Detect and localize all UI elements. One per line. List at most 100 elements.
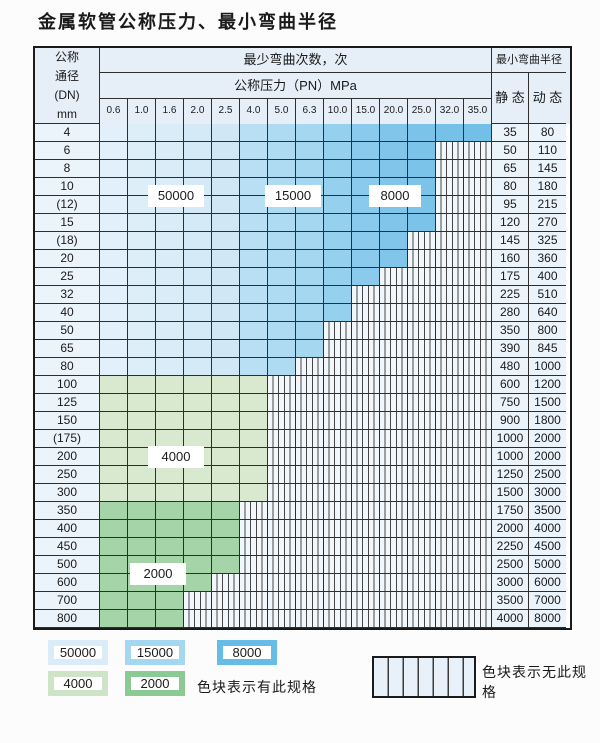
available-cell bbox=[212, 556, 240, 574]
unavailable-cell bbox=[408, 538, 436, 556]
dynamic-value-cell: 110 bbox=[529, 142, 566, 160]
unavailable-cell bbox=[240, 538, 268, 556]
available-cell bbox=[408, 124, 436, 142]
unavailable-cell bbox=[436, 214, 464, 232]
unavailable-cell bbox=[436, 340, 464, 358]
available-cell bbox=[296, 250, 324, 268]
available-cell bbox=[184, 286, 212, 304]
unavailable-cell bbox=[380, 268, 408, 286]
unavailable-cell bbox=[212, 610, 240, 628]
unavailable-cell bbox=[296, 520, 324, 538]
available-cell bbox=[128, 286, 156, 304]
unavailable-cell bbox=[324, 610, 352, 628]
unavailable-cell bbox=[464, 520, 492, 538]
available-cell bbox=[156, 610, 184, 628]
unavailable-cell bbox=[240, 502, 268, 520]
unavailable-cell bbox=[296, 394, 324, 412]
unavailable-cell bbox=[380, 322, 408, 340]
available-cell bbox=[156, 286, 184, 304]
unavailable-cell bbox=[464, 466, 492, 484]
static-value-cell: 1500 bbox=[492, 484, 529, 502]
available-cell bbox=[184, 520, 212, 538]
table-row: 6 50 110 bbox=[35, 142, 570, 160]
unavailable-cell bbox=[324, 394, 352, 412]
unavailable-cell bbox=[240, 556, 268, 574]
table-row: 600 3000 6000 bbox=[35, 574, 570, 592]
unavailable-cell bbox=[352, 574, 380, 592]
dynamic-value-cell: 145 bbox=[529, 160, 566, 178]
unavailable-cell bbox=[352, 322, 380, 340]
dynamic-value-cell: 270 bbox=[529, 214, 566, 232]
available-cell bbox=[212, 430, 240, 448]
available-cell bbox=[184, 304, 212, 322]
available-cell bbox=[212, 484, 240, 502]
table-row: (18) 145 325 bbox=[35, 232, 570, 250]
unavailable-cell bbox=[240, 592, 268, 610]
pressure-header-cell: 1.0 bbox=[128, 99, 156, 124]
unavailable-cell bbox=[436, 178, 464, 196]
available-cell bbox=[128, 358, 156, 376]
available-cell bbox=[156, 592, 184, 610]
unavailable-cell bbox=[184, 610, 212, 628]
available-cell bbox=[268, 160, 296, 178]
unavailable-cell bbox=[212, 574, 240, 592]
table-row: 100 600 1200 bbox=[35, 376, 570, 394]
unavailable-cell bbox=[380, 430, 408, 448]
unavailable-cell bbox=[268, 448, 296, 466]
dynamic-value-cell: 1000 bbox=[529, 358, 566, 376]
unavailable-cell bbox=[380, 610, 408, 628]
table-row: 15 120 270 bbox=[35, 214, 570, 232]
bend-cycles-header-group: 最少弯曲次数，次 公称压力（PN）MPa 0.6 1.0 1.6 2.0 2.5 4.0 5… bbox=[100, 48, 492, 124]
static-value-cell: 120 bbox=[492, 214, 529, 232]
cycle-count-label: 15000 bbox=[265, 185, 321, 207]
dn-cell: 400 bbox=[35, 520, 100, 538]
unavailable-cell bbox=[464, 232, 492, 250]
available-cell bbox=[380, 232, 408, 250]
available-cell bbox=[128, 394, 156, 412]
available-cell bbox=[212, 160, 240, 178]
available-cell bbox=[324, 250, 352, 268]
unavailable-cell bbox=[324, 430, 352, 448]
table-row: 20 160 360 bbox=[35, 250, 570, 268]
available-cell bbox=[184, 484, 212, 502]
static-value-cell: 2000 bbox=[492, 520, 529, 538]
unavailable-cell bbox=[464, 358, 492, 376]
unavailable-cell bbox=[324, 340, 352, 358]
available-cell bbox=[128, 538, 156, 556]
available-cell bbox=[156, 268, 184, 286]
min-radius-header: 最小弯曲半径 bbox=[492, 48, 566, 73]
table-row: 500 2500 5000 bbox=[35, 556, 570, 574]
unavailable-cell bbox=[352, 502, 380, 520]
unavailable-cell bbox=[464, 340, 492, 358]
unavailable-cell bbox=[436, 466, 464, 484]
available-cell bbox=[240, 358, 268, 376]
available-cell bbox=[128, 484, 156, 502]
unavailable-cell bbox=[436, 160, 464, 178]
unavailable-cell bbox=[436, 250, 464, 268]
available-cell bbox=[100, 394, 128, 412]
unavailable-cell bbox=[464, 322, 492, 340]
available-cell bbox=[184, 502, 212, 520]
unavailable-cell bbox=[352, 592, 380, 610]
pressure-header-cell: 15.0 bbox=[352, 99, 380, 124]
static-header: 静 态 bbox=[492, 73, 529, 124]
available-cell bbox=[268, 214, 296, 232]
dn-column-header: 公称 通径 (DN) mm bbox=[35, 48, 100, 124]
dynamic-value-cell: 215 bbox=[529, 196, 566, 214]
static-value-cell: 900 bbox=[492, 412, 529, 430]
available-cell bbox=[240, 304, 268, 322]
dn-cell: 125 bbox=[35, 394, 100, 412]
available-cell bbox=[352, 232, 380, 250]
unavailable-cell bbox=[352, 286, 380, 304]
table-row: 300 1500 3000 bbox=[35, 484, 570, 502]
available-cell bbox=[184, 250, 212, 268]
available-cell bbox=[100, 358, 128, 376]
dn-cell: 8 bbox=[35, 160, 100, 178]
unavailable-cell bbox=[352, 340, 380, 358]
available-cell bbox=[240, 196, 268, 214]
pressure-header-cell: 2.0 bbox=[184, 99, 212, 124]
unavailable-cell bbox=[380, 304, 408, 322]
available-cell bbox=[100, 448, 128, 466]
unavailable-cell bbox=[352, 376, 380, 394]
dn-header-line: mm bbox=[57, 107, 77, 121]
